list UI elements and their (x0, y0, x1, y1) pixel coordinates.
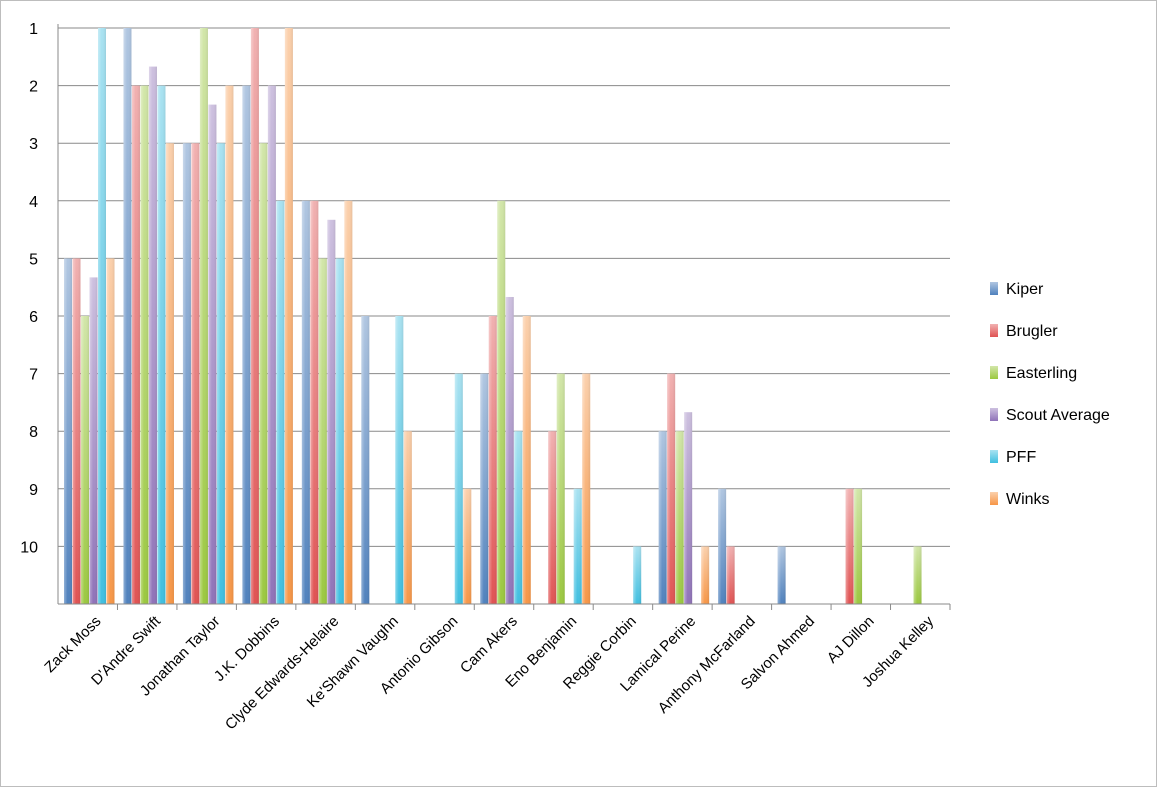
y-tick-label: 8 (29, 424, 38, 441)
bar-shine (361, 316, 370, 604)
bar-shine (514, 431, 523, 604)
bar-shine (658, 431, 667, 604)
bar-shine (463, 488, 472, 604)
legend-label-scout-average: Scout Average (1006, 407, 1110, 424)
bar-shine (140, 85, 149, 605)
bar-shine (191, 143, 200, 604)
bar-shine (454, 373, 463, 604)
y-tick-label: 1 (29, 21, 38, 38)
bar-shine (344, 200, 353, 605)
bar-shine (667, 373, 676, 604)
bar-shine (845, 488, 854, 604)
bar-shine (633, 546, 642, 604)
bar-shine (480, 373, 489, 604)
legend-label-pff: PFF (1006, 449, 1036, 466)
bar-shine (675, 431, 684, 604)
bar-shine (403, 431, 412, 604)
bar-shine (182, 143, 191, 604)
bar-shine (301, 200, 310, 605)
legend-swatch-easterling (990, 366, 998, 379)
legend-label-brugler: Brugler (1006, 323, 1058, 340)
bar-shine (556, 373, 565, 604)
bar-shine (548, 431, 557, 604)
x-tick-label: Cam Akers (457, 613, 521, 677)
bar-shine (242, 85, 251, 605)
y-tick-label: 2 (29, 79, 38, 96)
bar-shine (335, 258, 344, 604)
bar-shine (267, 85, 276, 605)
bar-shine (225, 85, 234, 605)
bar-shine (701, 546, 710, 604)
legend-swatch-brugler (990, 324, 998, 337)
bar-shine (89, 277, 98, 604)
legend-swatch-scout-average (990, 408, 998, 421)
bar-shine (497, 200, 506, 605)
bar-shine (573, 488, 582, 604)
bar-shine (777, 546, 786, 604)
bar-shine (72, 258, 81, 604)
legend-swatch-winks (990, 492, 998, 505)
bar-shine (98, 28, 106, 604)
bar-shine (327, 219, 336, 605)
bar-shine (726, 546, 735, 604)
bar-shine (488, 316, 497, 604)
y-tick-label: 5 (29, 251, 38, 268)
legend-swatch-pff (990, 450, 998, 463)
bar-shine (216, 143, 225, 604)
bar-shine (208, 104, 217, 604)
bar-shine (395, 316, 404, 604)
bar-shine (913, 546, 922, 604)
bar-shine (318, 258, 327, 604)
bar-shine (310, 200, 319, 605)
bar-shine (684, 412, 693, 604)
y-tick-label: 7 (29, 367, 38, 384)
y-tick-labels: 1 2 3 4 5 6 7 8 9 10 (20, 21, 38, 556)
bar-shine (123, 28, 132, 604)
bars (64, 28, 922, 605)
bar-shine (64, 258, 72, 604)
bar-shine (148, 66, 157, 605)
y-tick-label: 9 (29, 482, 38, 499)
x-tick-label: AJ Dillon (824, 613, 878, 667)
x-tick-label: Clyde Edwards-Helaire (222, 613, 342, 733)
bar-shine (131, 85, 140, 605)
legend-label-easterling: Easterling (1006, 365, 1077, 382)
bar-shine (718, 488, 727, 604)
bar-shine (165, 143, 174, 604)
bar-shine (81, 316, 89, 604)
legend-label-kiper: Kiper (1006, 281, 1044, 298)
bar-shine (582, 373, 591, 604)
bar-shine (199, 28, 208, 604)
bar-shine (276, 200, 285, 605)
bar-shine (505, 296, 514, 604)
bar-shine (157, 85, 166, 605)
legend: Kiper Brugler Easterling Scout Average PFF Wi… (990, 281, 1110, 508)
bar-shine (284, 28, 293, 604)
y-tick-label: 6 (29, 309, 38, 326)
legend-swatch-kiper (990, 282, 998, 295)
y-tick-label: 10 (20, 539, 38, 556)
bar-shine (250, 28, 259, 604)
legend-label-winks: Winks (1006, 491, 1050, 508)
x-tick-label: Zack Moss (41, 613, 104, 676)
y-tick-label: 3 (29, 136, 38, 153)
bar-shine (259, 143, 268, 604)
bar-shine (854, 488, 863, 604)
bar-shine (522, 316, 531, 604)
bar-shine (106, 258, 115, 604)
y-tick-label: 4 (29, 194, 38, 211)
axes (57, 24, 951, 610)
